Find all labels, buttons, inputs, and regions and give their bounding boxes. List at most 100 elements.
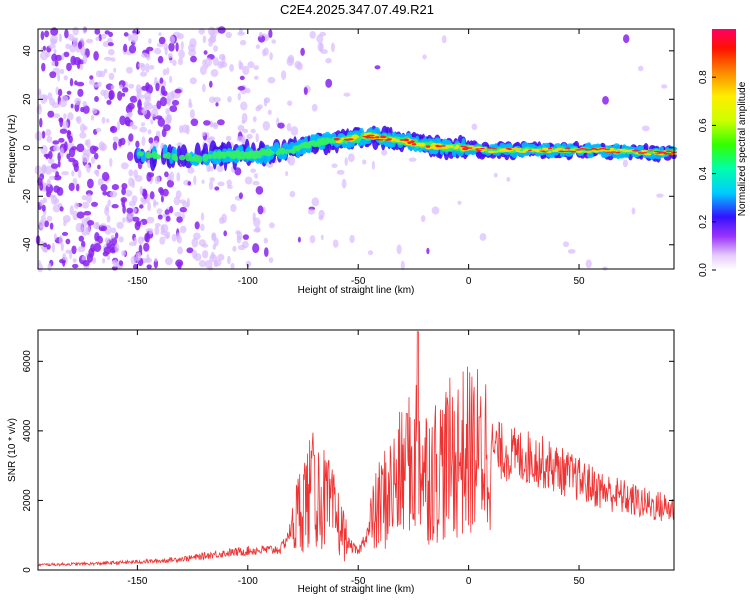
spectrogram-cell [217,253,225,261]
spectrogram-cell [134,221,141,231]
spectrogram-ridge-cell [483,149,488,151]
spectrogram-cell [307,208,315,215]
spectrogram-ridge-cell [615,151,621,154]
spectrogram-cell [116,221,124,229]
spectrogram-cell [203,120,211,126]
spectrogram-cell [250,128,256,134]
spectrogram-cell [159,236,166,245]
snr-marks [37,331,675,567]
spectrogram-cell [101,171,110,182]
spectrogram-cell [83,125,88,131]
spectrogram-ridge-cell [179,154,186,161]
spectrogram-cell [101,258,106,264]
spectrogram-cell [61,53,65,61]
spectrogram-cell [661,84,668,89]
spectrogram-cell [177,57,184,66]
spectrogram-cell [198,260,206,267]
spectrogram-cell [107,199,111,207]
spectrogram-cell [71,170,75,177]
spectrogram-cell [63,220,67,227]
spectrogram-cell [207,26,216,36]
spectrogram-cell [318,215,324,221]
spectrogram-ridge-cell [659,153,664,155]
spectrogram-cell [426,247,430,255]
spectrogram-cell [163,43,168,51]
spectrogram-cell [117,91,123,101]
spectrogram-cell [86,253,93,263]
spectrogram-cell [217,119,225,126]
spectrogram-cell [106,99,112,105]
spectrogram-cell [57,88,63,97]
spectrogram-cell [237,92,241,101]
spectrogram-cell [58,137,65,143]
spectrogram-ridge-cell [539,150,546,152]
spectrogram-cell [113,67,117,73]
spectrogram-cell [146,172,152,182]
spectrogram-cell [87,178,94,189]
spectrogram-cell [51,102,60,109]
spectrogram-cell [120,162,129,170]
x-tick-label: 50 [573,276,585,287]
spectrogram-cell [177,261,182,270]
spectrogram-cell [303,87,308,95]
y-tick-label: 2000 [22,489,33,512]
spectrogram-ridge-cell [333,137,340,141]
spectrogram-ridge-cell [594,150,599,153]
spectrogram-cell [54,60,59,67]
spectrogram-cell [97,81,102,88]
spectrogram-cell [91,107,98,114]
spectrogram-cell [362,159,367,165]
spectrogram-cell [237,86,246,91]
spectrogram-cell [146,46,154,52]
spectrogram-cell [191,249,198,259]
spectrogram-ridge-cell [391,137,397,141]
spectrogram-cell [72,263,79,269]
spectrogram-cell [128,83,135,89]
spectrogram-cell [179,206,187,213]
spectrogram-cell [59,128,68,134]
spectrogram-cell [128,169,134,177]
spectrogram-cell [208,96,216,104]
spectrogram-cell [139,186,143,195]
spectrogram-cell [250,168,256,173]
spectrogram-cell [105,204,110,212]
spectrogram-cell [194,221,200,230]
spectrogram-cell [72,178,78,186]
spectrogram-cell [186,247,194,254]
spectrogram-ridge-cell [380,135,387,139]
spectrogram-cell [165,257,173,266]
spectrogram-cell [45,154,49,160]
spectrogram-cell [133,263,138,270]
spectrogram-cell [111,184,119,191]
spectrogram-cell [108,49,115,56]
spectrogram-cell [154,201,159,206]
x-tick-label: -50 [351,276,366,287]
spectrogram-cell [102,191,108,196]
spectrogram-cell [63,113,67,120]
spectrogram-cell [61,231,69,236]
spectrogram-cell [225,135,232,141]
spectrogram-cell [239,75,245,81]
y-tick-label: -20 [22,189,33,204]
spectrogram-ridge-cell [542,151,549,153]
spectrogram-cell [219,61,228,68]
spectrogram-cell [210,251,215,259]
spectrogram-cell [175,190,182,199]
spectrogram-cell [89,79,95,85]
spectrogram-cell [113,259,118,268]
spectrogram-cell [111,227,117,234]
spectrogram-ridge-cell [545,150,552,154]
spectrogram-cell [211,233,216,241]
spectrogram-cell [110,84,115,90]
spectrogram-cell [93,243,102,252]
spectrogram-cell [91,156,95,164]
spectrogram-cell [48,150,53,160]
spectrogram-cell [165,215,171,222]
spectrogram-cell [371,160,375,170]
spectrogram-x-axis: -150 -100 -50 0 50 [127,29,585,287]
spectrogram-cell [112,136,119,142]
spectrogram-cell [641,125,650,132]
spectrogram-cell [128,44,137,54]
spectrogram-cell [69,78,74,87]
spectrogram-cell [155,82,160,92]
